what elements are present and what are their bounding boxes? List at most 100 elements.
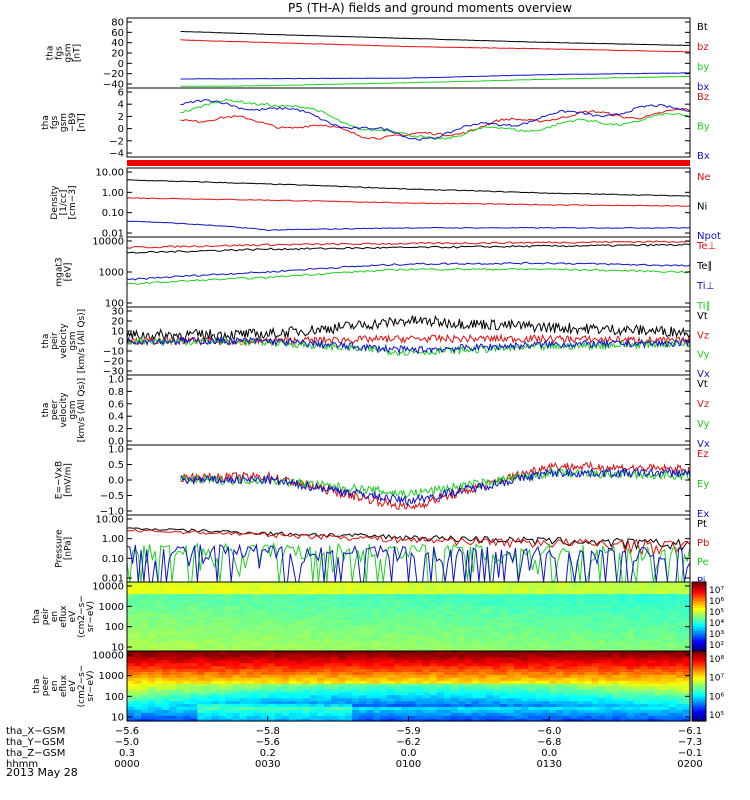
heatmap-cell [183, 645, 191, 649]
heatmap-cell [127, 700, 135, 705]
legend-entry: Bx [697, 151, 710, 162]
heatmap-cell [134, 582, 142, 586]
heatmap-cell [162, 593, 170, 597]
heatmap-cell [507, 639, 515, 643]
legend-entry: bx [697, 82, 709, 93]
heatmap-cell [190, 683, 198, 687]
heatmap-cell [485, 686, 494, 690]
heatmap-cell [443, 639, 452, 643]
heatmap-cell [654, 642, 663, 646]
heatmap-cell [563, 613, 571, 618]
heatmap-cell [387, 686, 396, 690]
heatmap-cell [514, 645, 522, 649]
heatmap-cell [331, 596, 339, 600]
heatmap-cell [204, 677, 213, 681]
heatmap-cell [436, 607, 445, 612]
heatmap-cell [443, 697, 452, 702]
heatmap-cell [211, 715, 220, 719]
heatmap-cell [127, 613, 135, 618]
heatmap-cell [366, 607, 374, 612]
heatmap-cell [408, 582, 417, 586]
heatmap-cell [485, 706, 494, 710]
heatmap-cell [450, 718, 459, 722]
heatmap-cell [317, 683, 325, 687]
heatmap-cell [654, 596, 663, 600]
heatmap-cell [225, 633, 234, 638]
heatmap-cell [612, 703, 621, 708]
heatmap-cell [197, 712, 206, 716]
heatmap-cell [246, 599, 255, 603]
heatmap-cell [288, 628, 297, 632]
heatmap-cell [331, 677, 339, 681]
heatmap-cell [464, 625, 473, 629]
ephemeris-value: −5.9 [396, 726, 420, 737]
heatmap-cell [563, 718, 571, 722]
heatmap-cell [176, 628, 184, 632]
heatmap-cell [204, 642, 213, 646]
heatmap-cell [274, 630, 283, 635]
heatmap-cell [401, 648, 410, 652]
heatmap-cell [197, 599, 206, 603]
heatmap-cell [302, 642, 311, 646]
heatmap-cell [471, 613, 480, 618]
heatmap-cell [619, 718, 628, 722]
heatmap-cell [408, 639, 417, 643]
heatmap-cell [492, 619, 501, 623]
heatmap-cell [394, 616, 403, 620]
heatmap-cell [668, 625, 677, 629]
heatmap-cell [605, 602, 614, 606]
series-line-Pb [126, 528, 691, 557]
y-axis-label: [km/s (All Qs)] [77, 378, 87, 442]
heatmap-cell [528, 709, 536, 713]
heatmap-cell [570, 671, 578, 675]
heatmap-cell [535, 703, 543, 708]
heatmap-cell [612, 587, 621, 592]
heatmap-cell [464, 593, 473, 597]
heatmap-cell [309, 587, 318, 592]
heatmap-cell [535, 607, 543, 612]
heatmap-cell [605, 596, 614, 600]
heatmap-cell [387, 593, 396, 597]
heatmap-cell [542, 599, 550, 603]
heatmap-cell [535, 630, 543, 635]
heatmap-cell [331, 712, 339, 716]
heatmap-cell [359, 700, 367, 705]
heatmap-cell [345, 633, 353, 638]
heatmap-cell [148, 651, 156, 655]
heatmap-cell [197, 642, 206, 646]
heatmap-cell [366, 622, 374, 626]
heatmap-cell [661, 645, 670, 649]
heatmap-cell [415, 642, 424, 646]
heatmap-cell [366, 700, 374, 705]
heatmap-cell [359, 686, 367, 690]
heatmap-cell [309, 582, 318, 586]
heatmap-cell [232, 653, 241, 658]
heatmap-cell [682, 680, 691, 684]
heatmap-cell [197, 607, 206, 612]
heatmap-cell [394, 648, 403, 652]
heatmap-cell [521, 636, 529, 641]
heatmap-cell [253, 700, 262, 705]
heatmap-cell [267, 645, 276, 649]
heatmap-cell [675, 613, 684, 618]
heatmap-cell [605, 680, 614, 684]
heatmap-cell [563, 645, 571, 649]
heatmap-cell [169, 691, 177, 696]
heatmap-cell [267, 625, 276, 629]
heatmap-cell [647, 645, 656, 649]
heatmap-cell [338, 680, 346, 684]
heatmap-cell [464, 709, 473, 713]
heatmap-cell [422, 665, 431, 670]
heatmap-cell [626, 700, 635, 705]
heatmap-cell [556, 688, 564, 693]
heatmap-cell [204, 686, 213, 690]
heatmap-cell [499, 683, 508, 687]
heatmap-cell [380, 582, 388, 586]
heatmap-cell [260, 694, 269, 699]
heatmap-cell [577, 680, 586, 684]
heatmap-cell [499, 590, 508, 595]
heatmap-cell [169, 645, 177, 649]
heatmap-cell [457, 582, 466, 586]
heatmap-cell [668, 718, 677, 722]
heatmap-cell [514, 602, 522, 606]
